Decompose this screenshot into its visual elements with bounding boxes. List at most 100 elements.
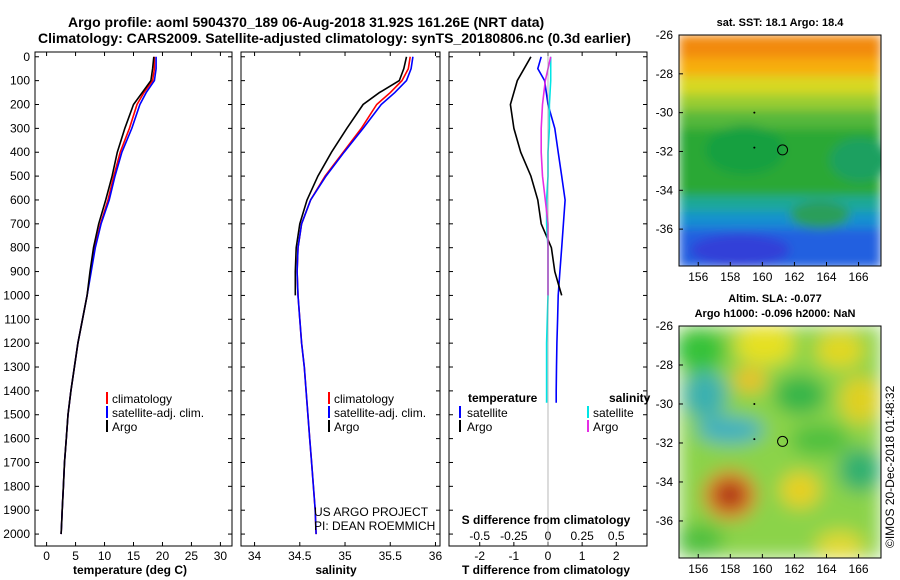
map-lon-label: 162 <box>784 562 804 576</box>
s-diff-tick-label: 0.25 <box>570 529 594 543</box>
legend-satellite: satellite-adj. clim. <box>112 406 204 420</box>
depth-tick-label: 1700 <box>3 455 30 469</box>
x-tick-label: -1 <box>509 549 520 563</box>
x-tick-label: 0 <box>545 549 552 563</box>
depth-axis: 0 100 200 300 400 500 600 700 800 900 1000 1100 1200… <box>3 50 647 541</box>
float-position-marker <box>777 144 789 156</box>
map-lat-label: -34 <box>656 183 674 197</box>
map-lat-label: -26 <box>656 28 674 42</box>
float-position-marker <box>777 435 789 447</box>
depth-tick-label: 1000 <box>3 288 30 302</box>
x-tick-label: -2 <box>474 549 485 563</box>
map-lat-label: -36 <box>656 222 674 236</box>
island-marker <box>753 438 756 441</box>
project-note-line-1: US ARGO PROJECT <box>314 505 429 519</box>
depth-tick-label: 700 <box>10 217 30 231</box>
legend-argo: Argo <box>334 420 360 434</box>
depth-tick-label: 0 <box>23 50 30 64</box>
depth-tick-label: 100 <box>10 74 30 88</box>
map-lon-label: 164 <box>816 270 836 284</box>
series-line-argo <box>60 56 155 535</box>
legend-header-salinity: salinity <box>609 391 651 405</box>
x-tick-label: 15 <box>127 549 141 563</box>
salinity-plot: 34 34.5 35 35.5 36 <box>248 52 443 563</box>
title-line-2: Climatology: CARS2009. Satellite-adjuste… <box>38 30 631 46</box>
legend-t-argo: Argo <box>467 420 493 434</box>
map-lat-label: -32 <box>656 436 674 450</box>
legend-t-satellite: satellite <box>467 406 508 420</box>
x-tick-label: 10 <box>98 549 112 563</box>
legend-s-satellite: satellite <box>593 406 634 420</box>
depth-tick-label: 800 <box>10 241 30 255</box>
island-marker <box>753 402 756 405</box>
map-lat-label: -30 <box>656 397 674 411</box>
depth-tick-label: 600 <box>10 193 30 207</box>
sst-map-frame <box>678 34 882 267</box>
map-lon-label: 156 <box>688 562 708 576</box>
copyright-note: ©IMOS 20-Dec-2018 01:48:32 <box>883 385 897 548</box>
map-lon-label: 166 <box>849 270 869 284</box>
sst-map-title: sat. SST: 18.1 Argo: 18.4 <box>717 17 845 29</box>
sla-map-frame <box>678 325 882 559</box>
sla-map-title-1: Altim. SLA: -0.077 <box>728 293 822 305</box>
x-tick-label: 2 <box>613 549 620 563</box>
map-lat-label: -28 <box>656 358 674 372</box>
map-lat-label: -34 <box>656 475 674 489</box>
x-tick-label: 1 <box>579 549 586 563</box>
map-lat-label: -36 <box>656 514 674 528</box>
x-tick-label: 35 <box>338 549 352 563</box>
depth-tick-label: 500 <box>10 169 30 183</box>
depth-tick-label: 1200 <box>3 336 30 350</box>
salinity-legend: climatology satellite-adj. clim. Argo <box>328 392 426 434</box>
project-note-line-2: PI: DEAN ROEMMICH <box>314 519 435 533</box>
depth-tick-label: 1500 <box>3 408 30 422</box>
map-lon-label: 158 <box>720 270 740 284</box>
legend-s-argo: Argo <box>593 420 619 434</box>
island-marker <box>753 146 756 149</box>
s-diff-tick-label: -0.5 <box>469 529 490 543</box>
sla-map <box>679 326 881 558</box>
depth-tick-label: 1800 <box>3 479 30 493</box>
map-lat-label: -26 <box>656 319 674 333</box>
t-difference-axis-label: T difference from climatology <box>462 563 630 577</box>
legend-climatology: climatology <box>112 392 172 406</box>
series-group <box>509 56 566 403</box>
depth-tick-label: 300 <box>10 121 30 135</box>
depth-tick-label: 900 <box>10 265 30 279</box>
depth-tick-label: 1400 <box>3 384 30 398</box>
depth-tick-label: 1100 <box>4 312 30 326</box>
legend-argo: Argo <box>112 420 138 434</box>
map-lon-label: 162 <box>784 270 804 284</box>
x-tick-label: 35.5 <box>379 549 403 563</box>
s-diff-tick-label: 0.5 <box>608 529 625 543</box>
map-axes: -26 -28 -30 -32 -34 -36 156 158 160 162 164 166 -26 -… <box>656 28 869 576</box>
series-group <box>294 56 414 535</box>
x-tick-label: 0 <box>43 549 50 563</box>
title-line-1: Argo profile: aoml 5904370_189 06-Aug-20… <box>68 14 544 30</box>
map-lat-label: -30 <box>656 106 674 120</box>
x-tick-label: 25 <box>185 549 199 563</box>
legend-satellite: satellite-adj. clim. <box>334 406 426 420</box>
temperature-legend: climatology satellite-adj. clim. Argo <box>106 392 204 434</box>
x-tick-label: 34 <box>248 549 262 563</box>
series-line-t-satellite <box>536 56 566 403</box>
series-line-s-satellite <box>545 56 552 403</box>
depth-tick-label: 200 <box>10 98 30 112</box>
legend-header-temperature: temperature <box>468 391 538 405</box>
salinity-panel-frame <box>240 51 441 547</box>
depth-tick-label: 2000 <box>3 527 30 541</box>
depth-tick-label: 1600 <box>3 432 30 446</box>
map-lon-label: 164 <box>816 562 836 576</box>
map-lon-label: 156 <box>688 270 708 284</box>
s-difference-axis-label: S difference from climatology <box>462 513 631 527</box>
x-tick-label: 5 <box>72 549 79 563</box>
salinity-axis-label: salinity <box>315 563 357 577</box>
series-group <box>60 56 157 535</box>
map-lon-label: 160 <box>752 562 772 576</box>
x-tick-label: 36 <box>429 549 443 563</box>
x-tick-label: 30 <box>214 549 228 563</box>
temperature-plot: 0 5 10 15 20 25 30 <box>43 52 227 563</box>
island-marker <box>753 111 756 114</box>
difference-legend: temperature salinity satellite Argo sate… <box>459 391 651 434</box>
